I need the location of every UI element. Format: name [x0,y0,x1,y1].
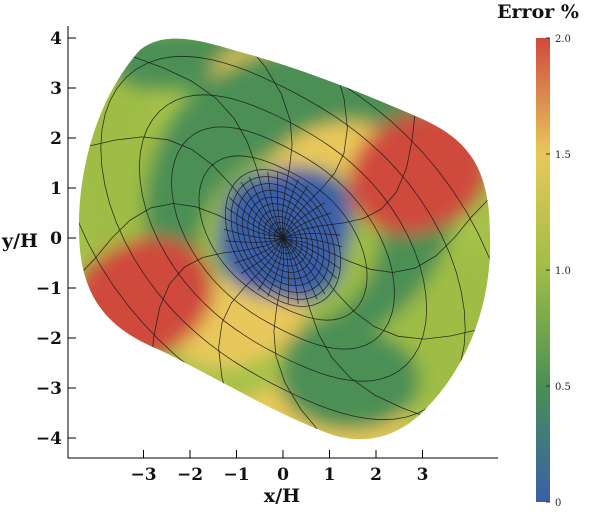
mesh-spoke [267,171,284,239]
mesh-ring [263,215,303,261]
error-region [110,38,190,90]
mesh-spoke [78,136,284,239]
mesh-spoke [273,237,364,440]
x-tick-label: 2 [370,465,382,485]
mesh-ring [171,126,395,350]
mesh-spoke [240,181,284,239]
y-tick-label: 0 [50,229,62,249]
x-tick-label: 3 [417,465,429,485]
mesh-spoke [225,237,284,243]
x-tick-label: 1 [324,465,336,485]
mesh-spoke [282,233,341,239]
mesh-spoke [282,237,326,295]
mesh-spoke [282,202,326,239]
mesh-ring [138,94,428,382]
mesh-spoke [267,237,284,297]
mesh-ring [198,155,368,321]
hot-spot [348,112,488,234]
mesh-spoke [78,203,284,277]
mesh-ring [274,228,292,248]
mesh-ring [247,196,319,280]
mesh-spoke [225,206,284,239]
mesh-spoke [282,237,341,270]
colorbar-title: Error % [497,1,579,23]
mesh-ring [230,176,336,300]
mesh-ring [236,183,330,293]
mesh-spoke [282,237,290,304]
colorbar-tick-label: 1.5 [555,150,571,161]
axes: −3 −2 −1 0 1 2 3 4 3 2 1 0 −1 −2 −3 −4 x/H y/H [1,26,498,507]
mesh-spoke [282,237,337,279]
mesh-ring [268,222,298,254]
mesh-spoke [282,237,318,300]
mesh-spoke [229,197,284,239]
colorbar: Error % 0 0.5 1.0 1.5 2.0 [497,1,579,509]
y-tick-label: 2 [50,129,62,149]
mesh-spoke [282,199,488,273]
mesh-spoke [202,38,293,239]
mesh-spoke [282,185,309,239]
mesh-spoke [240,237,284,274]
mesh-spoke [223,228,284,239]
mesh-spoke [248,176,284,239]
y-tick-label: −4 [36,429,62,449]
mesh-spoke [145,237,284,393]
mesh-spoke [282,179,299,239]
x-tick-label: −3 [130,465,156,485]
mesh-spoke [276,172,284,239]
colorbar-ticks: 0 0.5 1.0 1.5 2.0 [546,34,571,509]
mesh-spoke [282,237,456,430]
y-axis-label: y/H [1,230,38,252]
colorbar-tick-label: 0.5 [555,382,571,393]
y-tick-label: −3 [36,379,62,399]
plot-area [78,38,491,440]
colorbar-tick-label: 0 [555,498,561,509]
x-tick-label: 0 [277,465,289,485]
error-field [78,38,491,440]
mesh-spoke [257,237,284,291]
mesh-spoke [282,237,491,340]
y-tick-label: −2 [36,329,62,349]
y-ticks: 4 3 2 1 0 −1 −2 −3 −4 [36,29,76,449]
mesh-spoke [110,46,284,239]
x-ticks: −3 −2 −1 0 1 2 3 [130,450,428,485]
y-tick-label: 3 [50,79,62,99]
mesh-spoke [234,237,284,264]
mesh-spoke [282,237,343,248]
mesh-ring [225,169,341,307]
mesh-spoke [282,83,421,239]
mesh-grid [78,38,491,440]
colorbar-tick-label: 1.0 [555,266,571,277]
x-axis-label: x/H [264,485,300,507]
x-tick-label: −1 [223,465,249,485]
mesh-ring [258,209,308,267]
y-tick-label: 1 [50,179,62,199]
y-tick-label: 4 [50,29,62,49]
colorbar-tick-label: 2.0 [555,34,571,45]
mesh-ring [78,38,491,440]
mesh-spoke [282,237,299,305]
mesh-spoke [282,212,332,239]
x-tick-label: −2 [177,465,203,485]
y-tick-label: −1 [36,279,62,299]
